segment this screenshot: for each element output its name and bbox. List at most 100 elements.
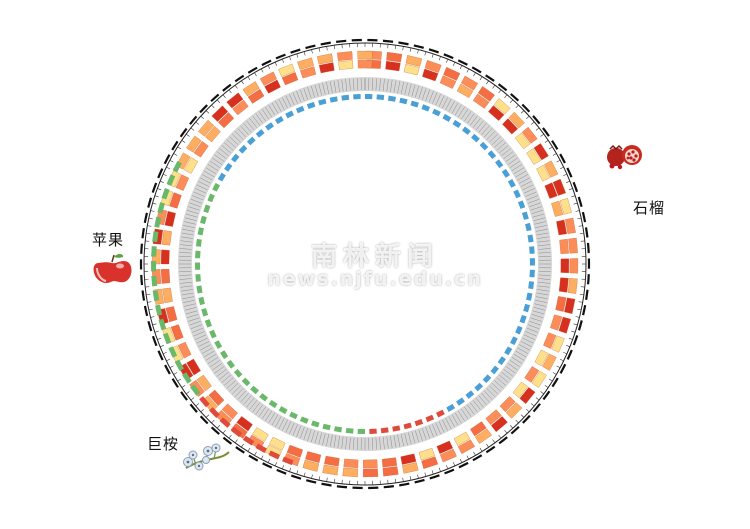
axis-tick <box>566 345 571 348</box>
gene-label-tick <box>234 130 244 140</box>
chromosome-segment <box>305 479 317 484</box>
expression-heatmap-cell <box>491 416 508 433</box>
species-label-eucalyptus: 巨桉 <box>147 435 180 453</box>
expression-heatmap-cell <box>474 428 492 444</box>
gene-label-tick <box>454 412 462 424</box>
expression-heatmap-cell <box>247 88 265 104</box>
expression-heatmap-cell <box>461 75 479 91</box>
gene-label-tick <box>486 130 496 140</box>
axis-tick <box>579 232 584 235</box>
gene-label-tick <box>183 225 195 229</box>
axis-tick <box>146 232 151 235</box>
axis-tick <box>559 166 564 170</box>
gene-marker-block <box>414 419 424 427</box>
gene-label-tick <box>498 145 509 154</box>
gene-label-tick <box>534 303 547 307</box>
expression-heatmap-cell <box>357 50 373 60</box>
gene-label-tick <box>538 271 551 272</box>
apple-chromosome-marker <box>155 304 163 316</box>
gene-label-tick <box>194 334 207 340</box>
gene-label-tick <box>224 142 234 151</box>
gene-label-tick <box>190 198 202 204</box>
axis-tick <box>166 166 171 170</box>
gene-label-tick <box>329 81 333 94</box>
gene-label-tick <box>535 225 547 229</box>
expression-heatmap-cell <box>363 459 378 469</box>
gene-label-tick <box>520 341 532 347</box>
gene-label-tick <box>458 106 465 118</box>
chromosome-segment <box>532 403 541 413</box>
axis-tick <box>394 478 397 483</box>
axis-tick <box>254 451 257 456</box>
expression-heatmap-cell <box>558 277 569 293</box>
gene-label-tick <box>207 164 219 171</box>
gene-label-tick <box>472 400 481 410</box>
eucalyptus-chromosome-marker <box>268 450 280 460</box>
expression-heatmap-cell <box>242 81 260 97</box>
gene-label-tick <box>537 240 550 243</box>
axis-tick <box>150 316 155 318</box>
gene-label-tick <box>265 106 272 118</box>
axis-tick <box>311 49 313 54</box>
gene-marker-block <box>198 296 205 306</box>
gene-marker-block <box>217 172 226 182</box>
chromosome-segment <box>584 227 589 238</box>
gene-label-tick <box>393 435 397 448</box>
axis-tick <box>216 425 221 429</box>
gene-label-tick <box>249 400 258 410</box>
expression-heatmap-cell <box>221 403 238 420</box>
gene-marker-block <box>195 250 201 259</box>
gene-label-tick <box>535 299 547 303</box>
axis-tick <box>568 188 573 191</box>
gene-label-tick <box>186 210 199 214</box>
gene-marker-block <box>452 119 462 129</box>
gene-label-tick <box>180 236 193 239</box>
gene-label-tick <box>182 296 195 300</box>
gene-label-tick <box>183 303 196 307</box>
gene-label-tick <box>438 421 445 433</box>
gene-marker-block <box>515 325 523 335</box>
gene-label-tick <box>530 206 542 211</box>
gene-label-tick <box>438 95 445 107</box>
axis-tick <box>452 61 456 66</box>
gene-label-tick <box>481 393 490 403</box>
expression-heatmap-cell <box>422 68 439 82</box>
gene-marker-block <box>318 98 327 106</box>
expression-heatmap-cell <box>499 396 516 413</box>
gene-marker-block <box>519 314 527 324</box>
chromosome-segment <box>147 197 153 208</box>
gene-label-tick <box>496 377 506 386</box>
gene-label-tick <box>255 113 263 124</box>
axis-tick <box>216 99 221 103</box>
axis-tick <box>520 414 525 418</box>
gene-label-tick <box>179 281 192 284</box>
expression-heatmap-cell <box>560 258 570 274</box>
gene-marker-block <box>529 258 535 266</box>
chromosome-segment <box>189 403 198 413</box>
gene-label-tick <box>513 353 525 361</box>
axis-tick <box>148 217 153 220</box>
chromosome-segment <box>471 66 482 74</box>
gene-label-tick <box>404 433 408 446</box>
gene-label-tick <box>246 120 255 131</box>
axis-tick <box>289 467 292 472</box>
gene-label-tick <box>307 87 312 99</box>
chromosome-segment <box>472 454 483 462</box>
axis-tick <box>575 210 580 212</box>
gene-label-tick <box>186 314 199 318</box>
eucalyptus-flower-icon <box>183 443 230 471</box>
chromosome-segment <box>428 48 440 54</box>
gene-label-tick <box>397 81 401 94</box>
gene-marker-block <box>345 427 354 434</box>
axis-tick <box>526 115 530 120</box>
gene-label-tick <box>442 419 448 431</box>
expression-heatmap-cell <box>208 389 225 406</box>
gene-label-tick <box>185 213 198 218</box>
species-label-pomegranate: 石榴 <box>633 199 666 217</box>
gene-label-tick <box>511 164 523 171</box>
apple-chromosome-marker <box>158 318 167 331</box>
gene-label-tick <box>188 317 200 322</box>
axis-tick <box>147 301 152 303</box>
gene-label-tick <box>415 430 419 443</box>
eucalyptus-chromosome-marker <box>255 443 267 453</box>
